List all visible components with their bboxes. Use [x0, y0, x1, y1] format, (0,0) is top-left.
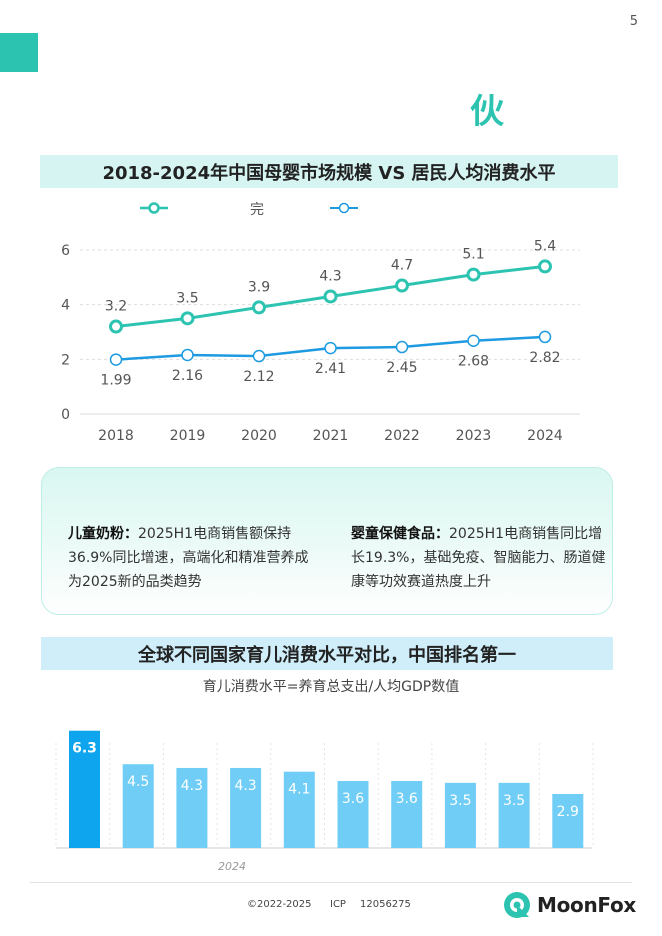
data-label-series-1: 5.4	[534, 238, 556, 254]
footer-copyright: ©2022-2025	[247, 899, 312, 910]
x-tick-label: 2019	[170, 428, 206, 444]
legend-marker-series-1	[140, 202, 168, 214]
data-point-series-1	[252, 300, 266, 315]
data-point-series-2	[467, 334, 480, 347]
bar	[552, 794, 584, 848]
bar-value-label: 4.5	[127, 774, 149, 790]
bar-value-label: 2.9	[557, 804, 579, 820]
x-tick-label: 2022	[384, 428, 420, 444]
bar	[391, 780, 423, 848]
data-label-series-2: 2.16	[172, 368, 203, 384]
data-label-series-1: 4.3	[319, 268, 341, 284]
info-health-food: 婴童保健食品：2025H1电商销售同比增长19.3%，基础免疫、智脑能力、肠道健…	[351, 522, 613, 594]
brand-name: MoonFox	[537, 893, 637, 917]
bar-value-label: 3.5	[503, 793, 525, 809]
data-label-series-2: 2.82	[529, 350, 560, 366]
data-label-series-2: 2.41	[315, 361, 346, 377]
x-tick-label: 2020	[241, 428, 277, 444]
bar-value-label: 6.3	[72, 741, 97, 757]
data-point-series-2	[181, 348, 194, 362]
section1-title: 2018-2024年中国母婴市场规模 VS 居民人均消费水平	[40, 155, 618, 188]
data-point-series-1	[395, 278, 409, 293]
corner-accent-block	[0, 33, 38, 72]
info-milk-powder-title: 儿童奶粉：	[68, 526, 138, 542]
data-point-series-2	[395, 340, 409, 354]
data-point-series-1	[180, 311, 195, 326]
line-chart-market-vs-consumption: 0 2 4 6 2018 2019 2020 2021 2022 2023 2024 3.2 3.5 3.…	[61, 238, 580, 444]
section2-title: 全球不同国家育儿消费水平对比，中国排名第一	[41, 637, 613, 670]
data-point-series-1	[538, 259, 552, 274]
bar	[283, 771, 315, 848]
data-label-series-2: 2.68	[458, 354, 489, 370]
data-point-series-2	[252, 349, 266, 363]
data-label-series-1: 3.9	[248, 279, 270, 295]
page-number: 5	[629, 14, 638, 29]
data-point-series-1	[466, 267, 481, 282]
info-health-food-text: 2025H1电商销售同比增长19.3%，基础免疫、智脑能力、肠道健康等功效赛道热…	[351, 526, 606, 590]
data-point-series-1	[323, 289, 338, 304]
info-milk-powder: 儿童奶粉：2025H1电商销售额保持36.9%同比增速，高端化和精准营养成为20…	[68, 522, 318, 594]
y-tick-label: 0	[61, 407, 70, 423]
bar	[337, 780, 369, 848]
bar	[69, 730, 100, 848]
data-label-series-1: 5.1	[462, 247, 484, 263]
axis-year-note: 2024	[218, 860, 246, 873]
chart1-legend: 完	[140, 198, 380, 218]
section2-subtitle: 育儿消费水平=养育总支出/人均GDP数值	[202, 679, 460, 695]
data-label-series-1: 3.5	[176, 290, 198, 306]
info-milk-powder-text: 2025H1电商销售额保持36.9%同比增速，高端化和精准营养成为2025新的品…	[68, 526, 309, 590]
info-health-food-title: 婴童保健食品：	[351, 526, 449, 542]
y-tick-label: 4	[61, 298, 70, 314]
y-tick-label: 6	[61, 243, 70, 259]
brand-logo: MoonFox	[502, 890, 636, 920]
bar-value-label: 3.5	[449, 793, 471, 809]
x-tick-label: 2024	[527, 428, 563, 444]
y-tick-label: 2	[61, 352, 70, 368]
page-headline: 伙	[470, 92, 504, 132]
bar-value-label: 4.3	[234, 778, 256, 794]
legend-label-series-2: 完	[250, 202, 264, 218]
bar-value-label: 3.6	[396, 791, 418, 807]
x-tick-label: 2021	[313, 428, 349, 444]
moonfox-logo-icon	[504, 892, 530, 918]
bar-value-label: 4.1	[288, 782, 310, 798]
info-card: 儿童奶粉：2025H1电商销售额保持36.9%同比增速，高端化和精准营养成为20…	[41, 467, 613, 615]
data-label-series-1: 4.7	[391, 258, 413, 274]
data-label-series-2: 1.99	[100, 373, 131, 389]
footer-icp-label: ICP	[330, 899, 346, 910]
bar-chart-childcare-spending: 6.3 4.5 4.3 4.3 4.1 3.6 3.6 3.5 3.5 2.9 2024	[55, 730, 594, 873]
bar	[444, 782, 476, 848]
footer-divider	[30, 882, 632, 883]
bar	[122, 764, 154, 848]
data-label-series-1: 3.2	[105, 299, 127, 315]
x-tick-label: 2018	[98, 428, 134, 444]
data-point-series-2	[109, 353, 123, 366]
data-point-series-2	[324, 341, 337, 355]
bar-value-label: 3.6	[342, 791, 364, 807]
data-label-series-2: 2.12	[243, 369, 274, 385]
bar	[498, 782, 530, 848]
bar	[230, 767, 262, 848]
data-point-series-2	[538, 330, 552, 344]
legend-marker-series-2	[330, 202, 358, 214]
footer-icp-number: 12056275	[360, 899, 411, 910]
x-tick-label: 2023	[456, 428, 492, 444]
data-label-series-2: 2.45	[386, 360, 417, 376]
bar-value-label: 4.3	[181, 778, 203, 794]
data-point-series-1	[109, 319, 123, 334]
bar	[176, 767, 208, 848]
